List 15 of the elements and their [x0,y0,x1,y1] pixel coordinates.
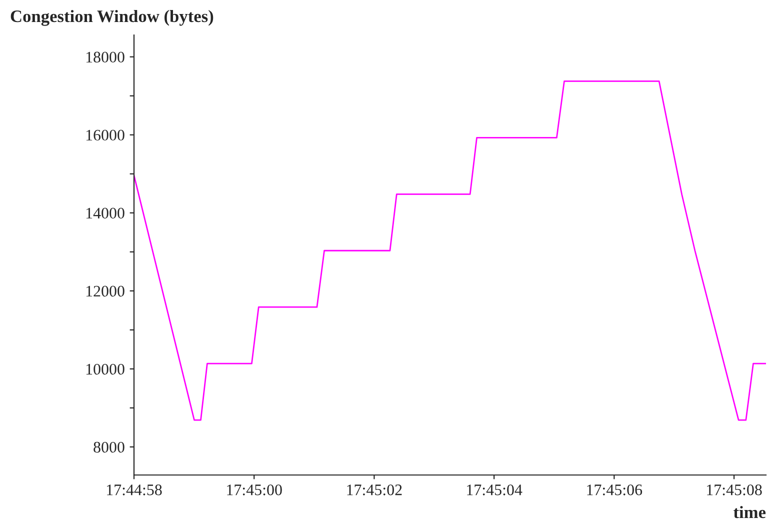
y-tick-label: 10000 [86,364,124,375]
x-tick-label: 17:44:58 [107,484,162,496]
y-tick-label: 12000 [86,286,124,297]
x-tick-label: 17:45:02 [347,484,402,496]
x-tick-label: 17:45:04 [467,484,522,496]
y-tick-label: 18000 [86,52,124,63]
x-axis-title: time [734,506,766,518]
line-series [134,80,766,421]
x-tick-label: 17:45:08 [707,484,762,496]
x-tick-label: 17:45:06 [587,484,642,496]
y-tick-label: 16000 [86,130,124,141]
y-tick-label: 14000 [86,208,124,219]
x-tick-label: 17:45:00 [227,484,282,496]
y-tick-label: 8000 [94,442,124,453]
chart-title: Congestion Window (bytes) [10,10,214,26]
